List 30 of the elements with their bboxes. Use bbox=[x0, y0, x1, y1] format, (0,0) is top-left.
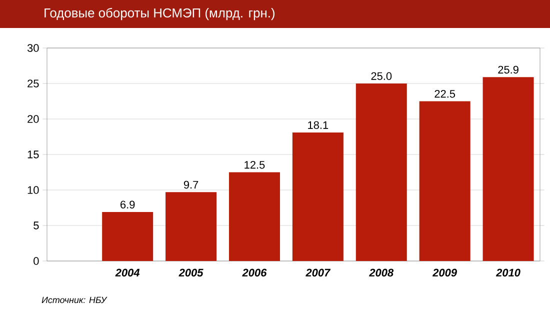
y-tick-label: 20 bbox=[28, 115, 39, 123]
bar bbox=[356, 83, 407, 261]
data-label: 25.0 bbox=[371, 72, 392, 80]
text: Источник: НБУ bbox=[42, 296, 108, 304]
y-tick-label: 15 bbox=[28, 150, 39, 158]
bar bbox=[166, 192, 217, 261]
data-label: 12.5 bbox=[244, 160, 265, 169]
x-tick-label: 2005 bbox=[178, 268, 204, 277]
x-tick-label: 2007 bbox=[306, 268, 331, 277]
y-tick-label: 25 bbox=[28, 80, 39, 88]
bar bbox=[419, 101, 470, 261]
bar bbox=[482, 77, 534, 261]
data-label: 6.9 bbox=[120, 200, 135, 208]
x-tick-label: 2010 bbox=[496, 268, 520, 277]
data-label: 25.9 bbox=[498, 66, 518, 74]
bar bbox=[228, 172, 280, 261]
y-tick-label: 5 bbox=[34, 222, 39, 230]
bar bbox=[102, 212, 154, 261]
data-label: 9.7 bbox=[184, 180, 198, 189]
y-tick-label: 10 bbox=[28, 186, 39, 194]
y-tick-label: 0 bbox=[34, 257, 39, 265]
y-tick-label: 30 bbox=[27, 44, 39, 52]
x-tick-label: 2008 bbox=[369, 268, 394, 277]
data-label: 22.5 bbox=[434, 90, 456, 98]
data-label: 18.1 bbox=[308, 121, 328, 129]
chart-title: Годовые обороты НСМЭП (млрд. грн.) bbox=[44, 8, 274, 20]
x-tick-label: 2006 bbox=[242, 268, 267, 277]
bar bbox=[292, 132, 344, 261]
x-tick-label: 2004 bbox=[115, 268, 140, 277]
x-tick-label: 2009 bbox=[432, 268, 457, 277]
